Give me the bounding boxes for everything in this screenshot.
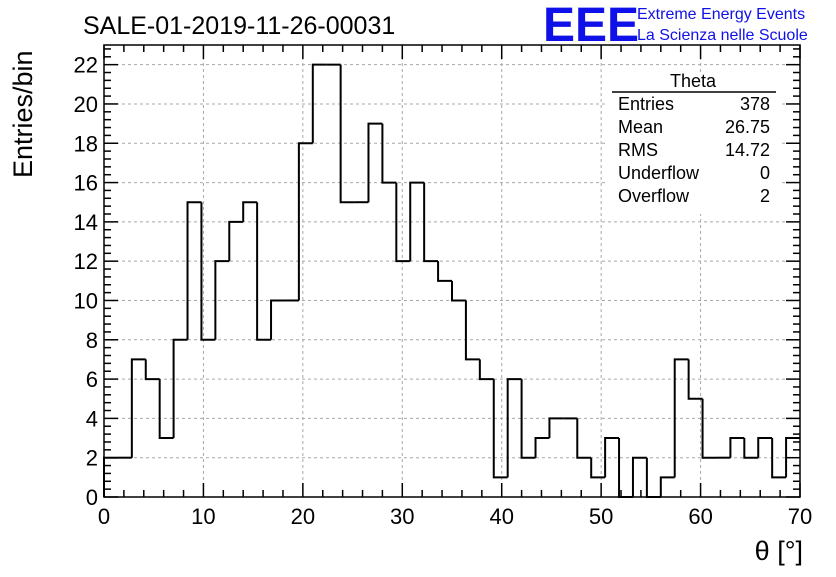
histogram-bin xyxy=(270,299,285,340)
histogram-bin xyxy=(645,457,661,498)
histogram-bin xyxy=(576,418,592,459)
histogram-bin xyxy=(673,358,689,478)
histogram-bin xyxy=(687,359,703,400)
histogram-bin xyxy=(311,63,327,144)
y-axis-label: Entries/bin xyxy=(8,50,38,178)
histogram-bin xyxy=(520,379,536,459)
plot-frame xyxy=(103,44,801,498)
x-tick-label: 0 xyxy=(98,504,110,529)
logo-line2: La Scienza nelle Scuole xyxy=(637,27,808,44)
histogram-bin xyxy=(534,437,550,458)
stats-mean-label: Mean xyxy=(618,117,663,137)
x-tick-label: 50 xyxy=(589,504,613,529)
histogram-bin xyxy=(381,123,397,184)
stats-overflow-value: 2 xyxy=(760,186,770,206)
histogram-bin xyxy=(618,438,633,498)
y-tick-label: 4 xyxy=(86,406,98,431)
histogram-bin xyxy=(757,437,773,458)
y-tick-label: 18 xyxy=(74,131,98,156)
x-axis-label: θ [°] xyxy=(755,536,803,566)
x-tick-label: 60 xyxy=(688,504,712,529)
histogram-bin xyxy=(548,417,564,439)
stats-mean-value: 26.75 xyxy=(725,117,770,137)
stats-underflow-value: 0 xyxy=(760,163,770,183)
histogram-bin xyxy=(492,379,508,479)
y-tick-label: 8 xyxy=(86,328,98,353)
logo-line1: Extreme Energy Events xyxy=(637,6,805,23)
histogram-bin xyxy=(437,261,452,282)
stats-underflow-label: Underflow xyxy=(618,163,700,183)
stats-rms-value: 14.72 xyxy=(725,140,770,160)
x-tick-label: 40 xyxy=(489,504,513,529)
histogram-bin xyxy=(785,437,800,478)
histogram-bin xyxy=(478,359,494,381)
y-tick-label: 0 xyxy=(86,485,98,510)
histogram-bin xyxy=(423,182,439,263)
chart-title: SALE-01-2019-11-26-00031 xyxy=(83,12,395,40)
x-tick-label: 20 xyxy=(291,504,315,529)
y-tick-label: 14 xyxy=(74,210,98,235)
histogram-bin xyxy=(604,437,620,478)
histogram-bin xyxy=(130,358,146,458)
histogram-bin xyxy=(186,201,202,340)
y-tick-label: 22 xyxy=(74,53,98,78)
y-tick-label: 2 xyxy=(86,446,98,471)
y-tick-label: 10 xyxy=(74,288,98,313)
stats-title: Theta xyxy=(670,71,717,91)
stats-overflow-label: Overflow xyxy=(618,186,690,206)
histogram-bin xyxy=(242,201,258,222)
histogram-bin xyxy=(158,379,174,440)
y-tick-label: 6 xyxy=(86,367,98,392)
histogram-bin xyxy=(339,64,355,204)
histogram-bin xyxy=(659,476,675,497)
histogram-bin xyxy=(590,457,606,479)
histogram-bin xyxy=(103,456,118,497)
histogram-bin xyxy=(451,280,466,302)
histogram-bin xyxy=(743,438,759,459)
stats-entries-value: 378 xyxy=(740,94,770,114)
eee-logo: EEE Extreme Energy Events La Scienza nel… xyxy=(543,0,808,52)
histogram-bin xyxy=(214,260,230,340)
histogram-bin xyxy=(367,122,383,203)
histogram-bin xyxy=(297,142,313,301)
histogram-bin xyxy=(409,181,425,262)
stats-box-bg xyxy=(608,72,780,214)
histogram-bin xyxy=(144,359,160,381)
histogram-bin xyxy=(729,437,745,458)
logo-letters: EEE xyxy=(543,0,639,52)
stats-box: Theta Entries 378 Mean 26.75 RMS 14.72 U… xyxy=(608,71,780,214)
x-tick-label: 30 xyxy=(390,504,414,529)
histogram-bin xyxy=(701,398,717,459)
x-tick-label: 70 xyxy=(788,504,812,529)
stats-rms-label: RMS xyxy=(618,140,658,160)
histogram-bin xyxy=(200,202,216,341)
histogram-bin xyxy=(256,202,272,341)
histogram-bin xyxy=(228,220,244,262)
histogram-bin xyxy=(395,182,411,263)
x-tick-label: 10 xyxy=(191,504,215,529)
histogram-bin xyxy=(172,338,188,439)
y-tick-label: 12 xyxy=(74,249,98,274)
histogram-bin xyxy=(631,456,647,497)
stats-entries-label: Entries xyxy=(618,94,674,114)
y-tick-label: 16 xyxy=(74,171,98,196)
y-tick-label: 20 xyxy=(74,92,98,117)
histogram-bin xyxy=(771,438,787,479)
histogram-bin xyxy=(464,300,480,361)
histogram-bin xyxy=(506,378,522,478)
axis-ticks xyxy=(103,45,801,498)
histogram-bars xyxy=(103,63,800,498)
